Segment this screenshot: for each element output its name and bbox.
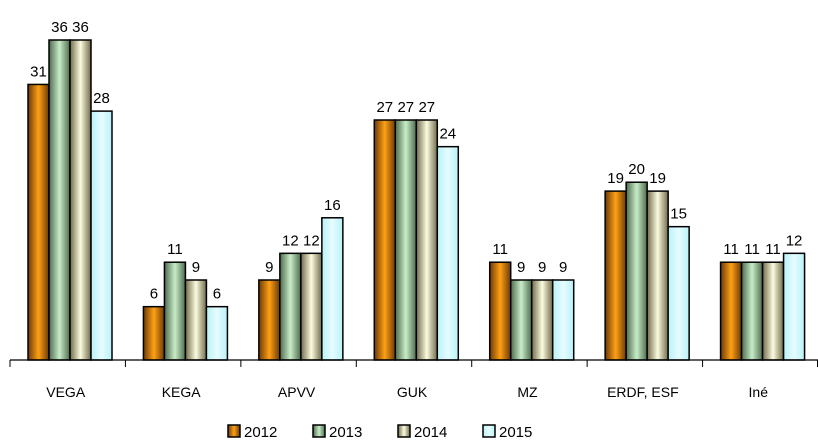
value-label-kega-2013: 11 xyxy=(167,241,183,258)
value-label-apvv-2012: 9 xyxy=(265,259,273,276)
value-label-erdf-esf-2015: 15 xyxy=(670,206,687,223)
value-label-kega-2012: 6 xyxy=(150,286,158,303)
bar-in-2014 xyxy=(761,261,785,361)
bar-guk-2014 xyxy=(415,119,439,361)
bar-in-2012 xyxy=(719,261,743,361)
bar-mz-2012 xyxy=(488,261,512,361)
bar-apvv-2014 xyxy=(300,252,323,361)
value-label-mz-2012: 11 xyxy=(492,241,508,258)
value-label-mz-2013: 9 xyxy=(517,259,525,276)
value-label-vega-2013: 36 xyxy=(51,19,68,36)
value-label-guk-2015: 24 xyxy=(439,126,456,143)
bar-mz-2013 xyxy=(509,279,533,361)
bar-mz-2015 xyxy=(551,279,575,361)
value-label-erdf-esf-2013: 20 xyxy=(628,161,645,178)
category-label-mz: MZ xyxy=(517,384,538,400)
value-label-in-2014: 11 xyxy=(765,241,781,258)
bar-erdf-esf-2012 xyxy=(604,190,627,361)
category-label-vega: VEGA xyxy=(46,384,86,400)
bar-erdf-esf-2013 xyxy=(625,181,648,361)
x-axis: VEGA KEGA APVV GUK MZ ERDF, ESF Iné xyxy=(9,359,818,400)
legend-label-2014: 2014 xyxy=(414,424,447,441)
legend-label-2012: 2012 xyxy=(244,424,277,441)
category-label-kega: KEGA xyxy=(162,384,202,400)
bar-vega-2012 xyxy=(27,83,50,361)
bar-vega-2015 xyxy=(90,110,113,361)
value-label-guk-2014: 27 xyxy=(418,99,435,116)
bar-kega-2012 xyxy=(142,305,166,361)
legend: 2012 2013 2014 2015 xyxy=(227,424,532,441)
value-label-erdf-esf-2012: 19 xyxy=(607,170,624,187)
value-label-erdf-esf-2014: 19 xyxy=(649,170,666,187)
value-label-vega-2015: 28 xyxy=(93,90,110,107)
bar-apvv-2013 xyxy=(279,252,302,361)
value-label-in-2012: 11 xyxy=(723,241,739,258)
legend-swatch-2013 xyxy=(312,424,326,438)
value-label-in-2013: 11 xyxy=(744,241,760,258)
category-label-erdf-esf: ERDF, ESF xyxy=(607,384,679,400)
value-label-apvv-2014: 12 xyxy=(303,232,320,249)
category-label-in: Iné xyxy=(749,384,769,400)
legend-swatch-2012 xyxy=(227,424,241,438)
bars-layer xyxy=(27,39,806,361)
bar-apvv-2012 xyxy=(258,279,281,361)
legend-label-2013: 2013 xyxy=(329,424,362,441)
value-label-kega-2014: 9 xyxy=(192,259,200,276)
legend-label-2015: 2015 xyxy=(499,424,532,441)
bar-guk-2015 xyxy=(436,145,460,361)
value-label-mz-2015: 9 xyxy=(559,259,567,276)
legend-swatch-2015 xyxy=(482,424,496,438)
bar-kega-2014 xyxy=(184,279,208,361)
category-label-apvv: APVV xyxy=(278,384,316,400)
value-label-vega-2012: 31 xyxy=(30,63,47,80)
legend-swatch-2014 xyxy=(397,424,411,438)
value-label-guk-2013: 27 xyxy=(397,99,414,116)
value-label-apvv-2013: 12 xyxy=(282,232,299,249)
bar-in-2015 xyxy=(782,252,806,361)
value-label-guk-2012: 27 xyxy=(376,99,393,116)
bar-erdf-esf-2014 xyxy=(646,190,669,361)
bar-guk-2012 xyxy=(373,119,397,361)
bar-in-2013 xyxy=(740,261,764,361)
bar-mz-2014 xyxy=(530,279,554,361)
value-label-mz-2014: 9 xyxy=(538,259,546,276)
bar-apvv-2015 xyxy=(321,217,344,361)
bar-erdf-esf-2015 xyxy=(667,225,690,361)
bar-vega-2013 xyxy=(48,39,71,361)
value-label-vega-2014: 36 xyxy=(72,19,89,36)
value-label-in-2015: 12 xyxy=(786,232,803,249)
bar-kega-2015 xyxy=(205,305,229,361)
category-label-guk: GUK xyxy=(397,384,428,400)
value-label-kega-2015: 6 xyxy=(213,286,221,303)
bar-kega-2013 xyxy=(163,261,187,361)
value-label-apvv-2015: 16 xyxy=(324,197,341,214)
bar-guk-2013 xyxy=(394,119,418,361)
bar-vega-2014 xyxy=(69,39,92,361)
